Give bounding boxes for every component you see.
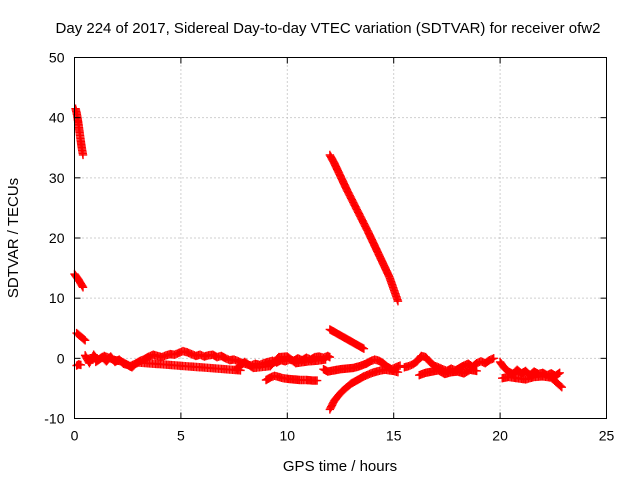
- data-point: [489, 354, 498, 363]
- data-points: [70, 104, 567, 414]
- series-arc-rising-12h: [325, 365, 403, 414]
- data-point: [78, 283, 88, 292]
- axis-ticks: 0 5 10 15 20 25 -10 0 10 20 30 40 50: [44, 50, 614, 444]
- y-tick-label: 40: [49, 110, 65, 126]
- data-point: [312, 376, 322, 385]
- data-point: [78, 150, 88, 160]
- series-arc-main-scatter: [91, 351, 330, 375]
- data-point: [321, 355, 330, 364]
- series-arc-dip-9h: [261, 371, 322, 385]
- y-tick-label: 20: [49, 230, 65, 246]
- series-arc-short-12h: [325, 325, 369, 353]
- x-tick-label: 10: [280, 428, 296, 444]
- y-tick-label: -10: [44, 411, 64, 427]
- data-point: [556, 381, 565, 391]
- data-point: [76, 360, 86, 370]
- x-tick-label: 0: [71, 428, 79, 444]
- series-arc-early-start: [72, 360, 86, 370]
- data-point: [393, 367, 403, 377]
- x-tick-label: 20: [492, 428, 508, 444]
- series-arc-early-mid: [70, 269, 88, 292]
- data-point: [80, 336, 90, 345]
- data-point: [393, 296, 403, 306]
- y-tick-label: 10: [49, 290, 65, 306]
- data-point: [359, 344, 369, 353]
- y-axis-label: SDTVAR / TECUs: [5, 178, 22, 298]
- x-tick-label: 25: [599, 428, 615, 444]
- data-point: [79, 335, 89, 344]
- series-arc-early-low: [72, 328, 90, 345]
- chart-title: Day 224 of 2017, Sidereal Day-to-day VTE…: [56, 20, 601, 37]
- x-axis-label: GPS time / hours: [283, 458, 397, 475]
- series-arc-20h-lower: [498, 372, 567, 392]
- series-arc-descending: [325, 150, 403, 306]
- y-tick-label: 0: [57, 350, 65, 366]
- data-point: [557, 383, 567, 392]
- x-tick-label: 15: [386, 428, 402, 444]
- data-point: [555, 368, 564, 377]
- data-point: [472, 366, 481, 376]
- data-point: [554, 369, 563, 378]
- y-tick-label: 50: [49, 50, 65, 66]
- data-point: [325, 352, 335, 362]
- series-arc-16h-lower: [415, 365, 481, 380]
- series-arc-flat-12h: [319, 355, 405, 376]
- data-point: [78, 281, 87, 291]
- x-tick-label: 5: [177, 428, 185, 444]
- data-point: [395, 361, 405, 370]
- y-tick-label: 30: [49, 170, 65, 186]
